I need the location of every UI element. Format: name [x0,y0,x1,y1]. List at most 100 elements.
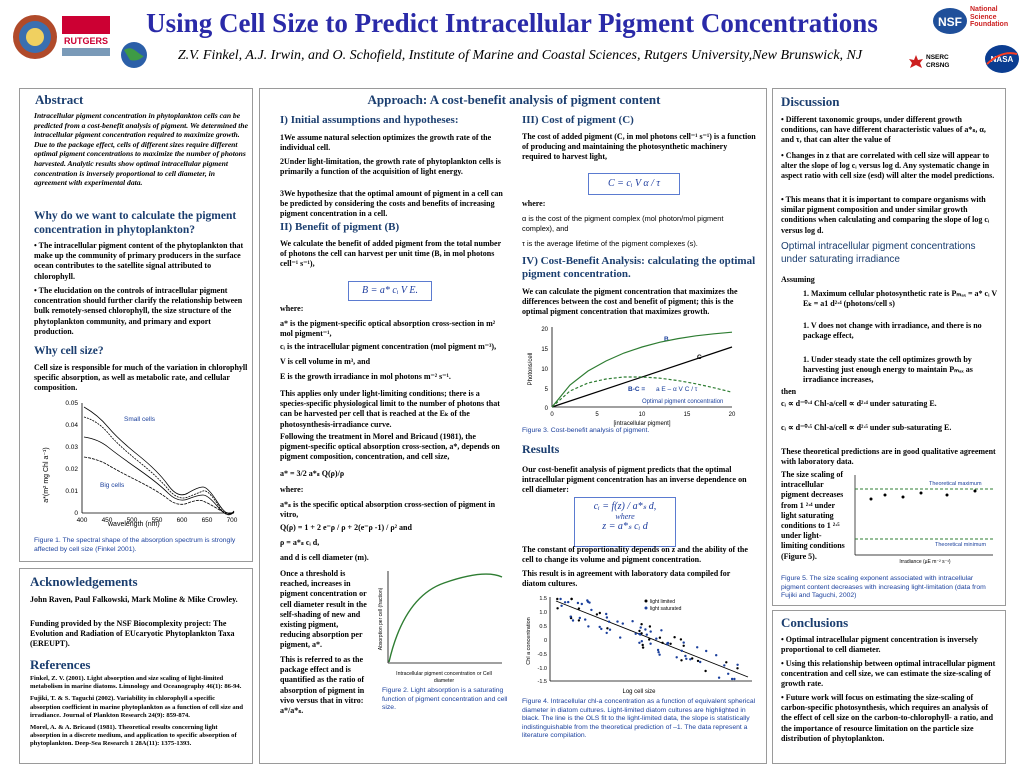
nsf-text-line: Foundation [970,21,1009,28]
fig4-point [658,636,662,639]
ack-paragraph-2: Funding provided by the NSF Biocomplexit… [30,619,235,649]
morel-paragraph: Following the treatment in Morel and Bri… [280,432,500,462]
assumption-item: 1We assume natural selection optimizes t… [280,133,492,153]
fig3-xlabel: [intracellular pigment] [613,421,670,427]
fig4-ytick: -0.5 [538,652,547,658]
fig4-point [645,633,648,636]
nsf-text-line: National [970,6,998,13]
globe-logo [116,40,152,70]
reference-item: Finkel, Z. V. (2001). Light absorption a… [30,675,242,691]
fig2-xlabel: Intracellular pigment concentration or C… [396,671,492,684]
fig5-xlabel: Irradiance (µE m⁻² s⁻¹) [899,559,951,565]
fig4-point [673,636,676,639]
fig3-label-bc-formula: a E – α V C / τ [656,386,698,393]
equation-results: cᵢ = f(z) / a*ₛ d, where z = a*ₛ cᵢ d [574,497,676,547]
abstract-text: Intracellular pigment concentration in p… [34,111,249,188]
fig4-point [682,641,685,644]
benefit-paragraph: We calculate the benefit of added pigmen… [280,239,502,269]
imcs-seal-logo [12,14,58,60]
fig4-point [621,622,624,625]
absorption-definition: a*ₛ is the specific optical absorption c… [280,500,496,520]
fig3-ytick: 5 [545,387,549,393]
fig2-ylabel: Absorption per cell (fraction) [378,587,384,650]
fig1-ytick: 0.01 [65,488,78,495]
fig4-point [649,642,652,645]
fig4-point [608,628,612,631]
nserc-logo: NSERC CRSNG [908,50,968,74]
fig4-point [723,664,726,667]
fig4-point [704,669,707,673]
fig4-point [576,601,580,605]
approach-panel: Approach: A cost-benefit analysis of pig… [259,88,767,764]
discussion-paragraph-1: • Different taxonomic groups, under diff… [781,115,986,145]
discussion-subheading: Optimal intracellular pigment concentrat… [781,241,976,265]
fig4-point [556,607,559,610]
fig4-ytick: -1.0 [538,666,547,672]
fig4-point [580,602,583,606]
fig1-ytick: 0 [74,510,78,517]
fig4-ylabel: Chl a concentration [526,617,532,664]
fig4-point [571,619,575,622]
benefit-definition: E is the growth irradiance in mol photon… [280,372,451,381]
discussion-paragraph-2: • Changes in z that are correlated with … [781,151,995,181]
nserc-text: NSERC [926,54,949,61]
fig1-ylabel: a*(m² mg Chl a⁻¹) [43,447,50,502]
fig4-point [586,599,589,602]
fig4-legend-2: light saturated [650,606,682,612]
fig4-point [578,616,581,620]
fig1-curve [83,416,235,516]
fig4-point [685,657,688,660]
equation-results-line-2: z = a*ₛ cᵢ d [602,521,648,532]
assumption-list-item: 1. V does not change with irradiance, an… [803,321,982,341]
abstract-heading: Abstract [35,92,84,107]
fig3-xtick: 20 [729,412,736,418]
fig1-xtick: 700 [227,517,238,524]
reference-item: Fujiki, T. & S. Taguchi (2002). Variabil… [30,695,244,719]
conclusion-item: • Using this relationship between optima… [781,659,996,689]
fig4-point [649,630,652,633]
figure-2-caption: Figure 2. Light absorption is a saturati… [382,687,508,711]
fig4-point [715,654,718,657]
cell-size-paragraph: Cell size is responsible for much of the… [34,363,248,393]
fig4-point [696,646,699,649]
fig4-point [705,649,708,653]
figure-2-absorption-chart: Absorption per cell (fraction) [378,571,503,664]
fig4-point [563,601,567,604]
abstract-panel: Abstract Intracellular pigment concentra… [19,88,253,562]
fig4-point [727,672,730,675]
fig4-point [680,649,683,652]
fig4-ytick: 1.5 [539,596,547,602]
fig5-label-max: Theoretical maximum [929,481,982,487]
fig3-xtick: 5 [595,412,599,418]
fig4-point [595,613,599,616]
fig1-ytick: 0.03 [65,444,78,451]
fig4-point [655,637,658,640]
fig4-legend-marker-black [644,599,648,603]
poster-authors: Z.V. Finkel, A.J. Irwin, and O. Schofiel… [177,48,863,63]
fig4-point [661,641,664,644]
benefit-definition: a* is the pigment-specific optical absor… [280,319,496,339]
benefit-definition: V is cell volume in m³, and [280,357,371,366]
fig4-point [684,654,687,658]
fig4-point [634,632,637,635]
fig4-point [696,659,700,663]
fig3-ytick: 10 [541,367,548,373]
absorption-definition: ρ = a*ₛ cᵢ d, [280,538,320,547]
why-paragraph-1: • The intracellular pigment content of t… [34,241,244,281]
nasa-logo: NASA [984,44,1020,74]
fig5-point [919,491,923,495]
fig3-label-b: B [664,336,669,343]
fig1-xtick: 650 [202,517,213,524]
fig4-point [733,677,736,681]
nasa-wordmark: NASA [991,55,1014,64]
fig3-ylabel: Photons/cell [528,353,534,386]
cost-definition: τ is the average lifetime of the pigment… [522,239,698,248]
fig4-point [644,628,647,631]
fig4-ytick: 1.0 [539,610,547,616]
scaling-result-subsaturating: cᵢ ∝ d⁻⁰ᐧ⁵ Chl-a/cell ∝ d²ᐧ⁵ under sub-s… [781,423,952,432]
section-1-heading: I) Initial assumptions and hypotheses: [280,114,459,126]
fig4-point [598,625,601,629]
discussion-panel: Discussion • Different taxonomic groups,… [772,88,1006,606]
results-heading: Results [522,442,560,456]
fig4-point [590,608,593,612]
